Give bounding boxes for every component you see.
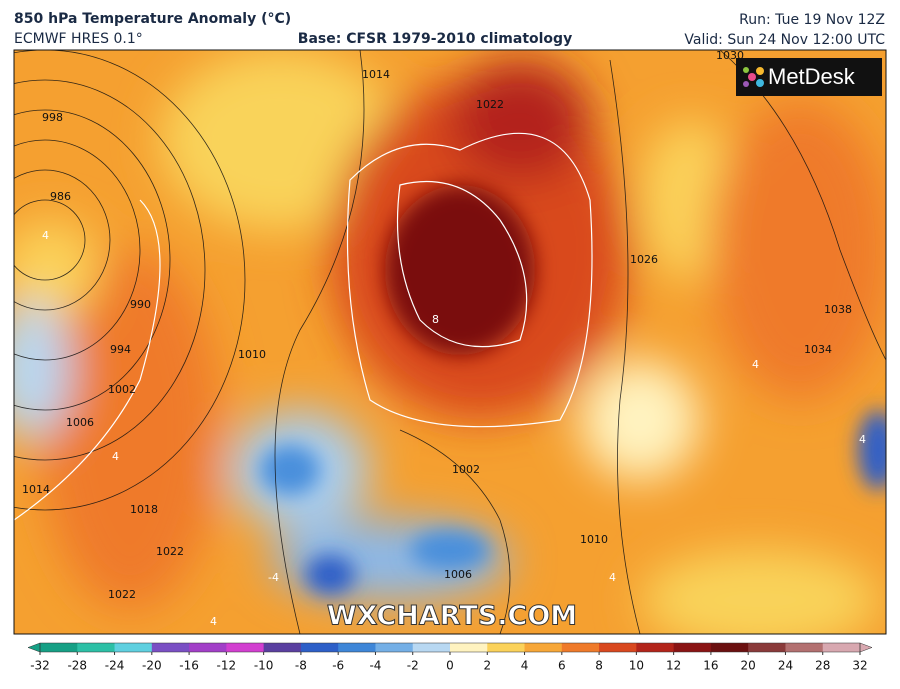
colorbar-tick-label: -16: [179, 659, 199, 673]
isobar-label: 1038: [824, 303, 852, 316]
colorbar: -32 -28 -24 -20 -16 -12 -10 -8 -6 -4 -2 0 2 4 6 8 10 12 16…: [27, 642, 873, 673]
colorbar-tick-label: -6: [332, 659, 344, 673]
isobar-label: 1018: [130, 503, 158, 516]
anomaly-label: -4: [268, 571, 279, 584]
isobar-label: 998: [42, 111, 63, 124]
isobar-label: 1010: [580, 533, 608, 546]
isobar-label: 1022: [476, 98, 504, 111]
logo: MetDesk: [768, 64, 856, 89]
isobar-label: 1026: [630, 253, 658, 266]
colorbar-segment: [189, 643, 227, 652]
anomaly-label: 4: [112, 450, 119, 463]
title: 850 hPa Temperature Anomaly (°C): [14, 11, 291, 27]
colorbar-end: [27, 642, 41, 653]
colorbar-tick-label: 28: [815, 659, 830, 673]
logo-box: [736, 58, 882, 96]
isobar-label: 1030: [716, 49, 744, 62]
colorbar-tick-label: -24: [105, 659, 125, 673]
colorbar-tick-label: -8: [295, 659, 307, 673]
colorbar-segment: [636, 643, 675, 652]
isobar-label: 1022: [156, 545, 184, 558]
colorbar-segment: [338, 643, 376, 652]
colorbar-tick-label: 16: [703, 659, 718, 673]
anomaly-label: 4: [859, 433, 866, 446]
colorbar-segment: [673, 643, 712, 652]
isobar-label: 1010: [238, 348, 266, 361]
colorbar-tick-label: 0: [446, 659, 454, 673]
colorbar-segment: [524, 643, 563, 652]
colorbar-tick-label: -32: [30, 659, 50, 673]
colorbar-tick-label: 20: [741, 659, 756, 673]
colorbar-tick-label: 2: [483, 659, 491, 673]
map: MetDesk WXCHARTS.COM 998 986 990 994 100…: [14, 49, 886, 634]
colorbar-tick-label: -10: [254, 659, 274, 673]
colorbar-tick-label: 10: [629, 659, 644, 673]
isobar-label: 1006: [444, 568, 472, 581]
colorbar-tick-label: 12: [666, 659, 681, 673]
anomaly-label: 4: [609, 571, 616, 584]
colorbar-tick-label: 4: [521, 659, 529, 673]
anomaly-label: 8: [432, 313, 439, 326]
colorbar-segment: [748, 643, 786, 652]
isobar-label: 1034: [804, 343, 832, 356]
colorbar-tick-label: -28: [67, 659, 87, 673]
colorbar-tick-label: 24: [778, 659, 793, 673]
colorbar-end: [859, 642, 873, 653]
isobar-label: 1014: [22, 483, 50, 496]
colorbar-segment: [487, 643, 526, 652]
colorbar-segment: [226, 643, 265, 652]
colorbar-tick-label: 6: [558, 659, 566, 673]
isobar-label: 1022: [108, 588, 136, 601]
logo-icon: [743, 67, 764, 87]
isobar-label: 1002: [452, 463, 480, 476]
colorbar-segment: [151, 643, 190, 652]
colorbar-segment: [263, 643, 302, 652]
colorbar-segment: [822, 643, 861, 652]
colorbar-segment: [40, 643, 78, 652]
valid: Valid: Sun 24 Nov 12:00 UTC: [684, 32, 885, 48]
colorbar-segment: [114, 643, 153, 652]
colorbar-segment: [450, 643, 488, 652]
colorbar-tick-label: -2: [407, 659, 419, 673]
colorbar-segment: [77, 643, 116, 652]
colorbar-tick-label: 32: [852, 659, 867, 673]
base: Base: CFSR 1979-2010 climatology: [298, 31, 572, 47]
isobar-label: 990: [130, 298, 151, 311]
isobar-label: 994: [110, 343, 131, 356]
watermark: WXCHARTS.COM: [327, 601, 577, 632]
colorbar-segment: [561, 643, 600, 652]
run: Run: Tue 19 Nov 12Z: [739, 12, 885, 28]
colorbar-tick-label: 8: [595, 659, 603, 673]
colorbar-segment: [710, 643, 749, 652]
colorbar-segment: [300, 643, 339, 652]
colorbar-tick-label: -12: [217, 659, 237, 673]
isobar-label: 1002: [108, 383, 136, 396]
colorbar-segment: [412, 643, 451, 652]
isobar-label: 986: [50, 190, 71, 203]
map-frame: [13, 49, 887, 635]
anomaly-label: 4: [210, 615, 217, 628]
isobar-label: 1006: [66, 416, 94, 429]
colorbar-segment: [375, 643, 414, 652]
isobar-label: 1014: [362, 68, 390, 81]
colorbar-tick-label: -4: [369, 659, 381, 673]
colorbar-segment: [785, 643, 824, 652]
colorbar-segment: [599, 643, 637, 652]
model: ECMWF HRES 0.1°: [14, 31, 143, 47]
anomaly-label: 4: [752, 358, 759, 371]
colorbar-tick-label: -20: [142, 659, 162, 673]
anomaly-label: 4: [42, 229, 49, 242]
